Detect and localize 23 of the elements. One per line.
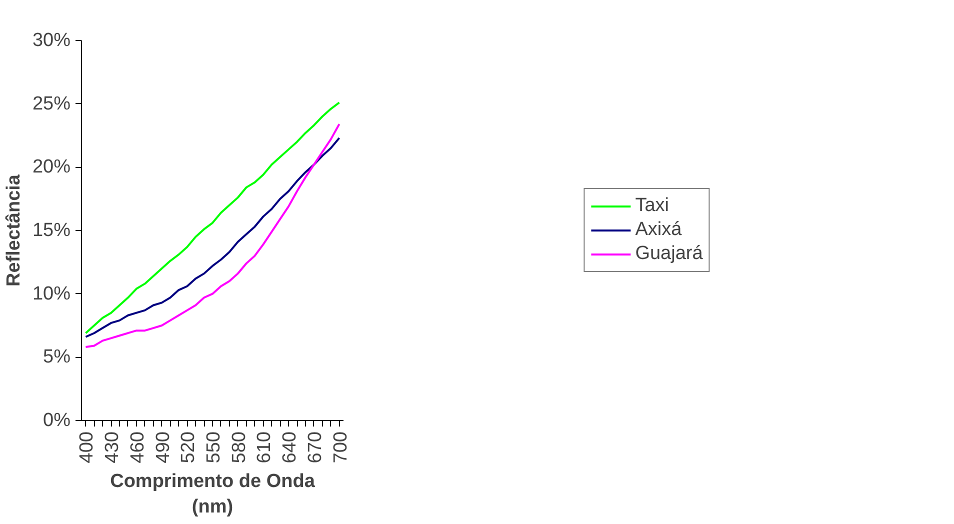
legend-label: Guajará xyxy=(635,243,703,265)
x-tick-label: 400 xyxy=(76,432,98,464)
y-axis-title: Reflectância xyxy=(3,174,24,286)
x-tick-label: 430 xyxy=(102,431,124,464)
x-tick-label: 490 xyxy=(152,432,174,464)
x-tick-label: 460 xyxy=(127,432,148,464)
x-tick-label: 550 xyxy=(204,432,224,464)
x-tick-label: 700 xyxy=(330,431,352,464)
legend-label: Axixá xyxy=(635,219,682,241)
y-tick-label: 25% xyxy=(32,93,71,114)
y-tick-label: 15% xyxy=(32,220,71,241)
y-tick-label: 20% xyxy=(32,156,71,178)
x-tick-label: 520 xyxy=(178,431,200,464)
y-tick-label: 10% xyxy=(32,283,71,304)
legend-label: Taxi xyxy=(635,195,669,217)
x-axis-title: Comprimento de Onda (nm) xyxy=(110,471,316,518)
x-tick-label: 610 xyxy=(254,431,276,464)
y-tick-label: 30% xyxy=(32,30,71,51)
y-tick-label: 0% xyxy=(43,410,71,431)
x-tick-label: 670 xyxy=(304,431,326,464)
y-tick-label: 5% xyxy=(43,346,71,368)
x-tick-label: 640 xyxy=(280,432,301,464)
x-tick-label: 580 xyxy=(228,432,250,464)
